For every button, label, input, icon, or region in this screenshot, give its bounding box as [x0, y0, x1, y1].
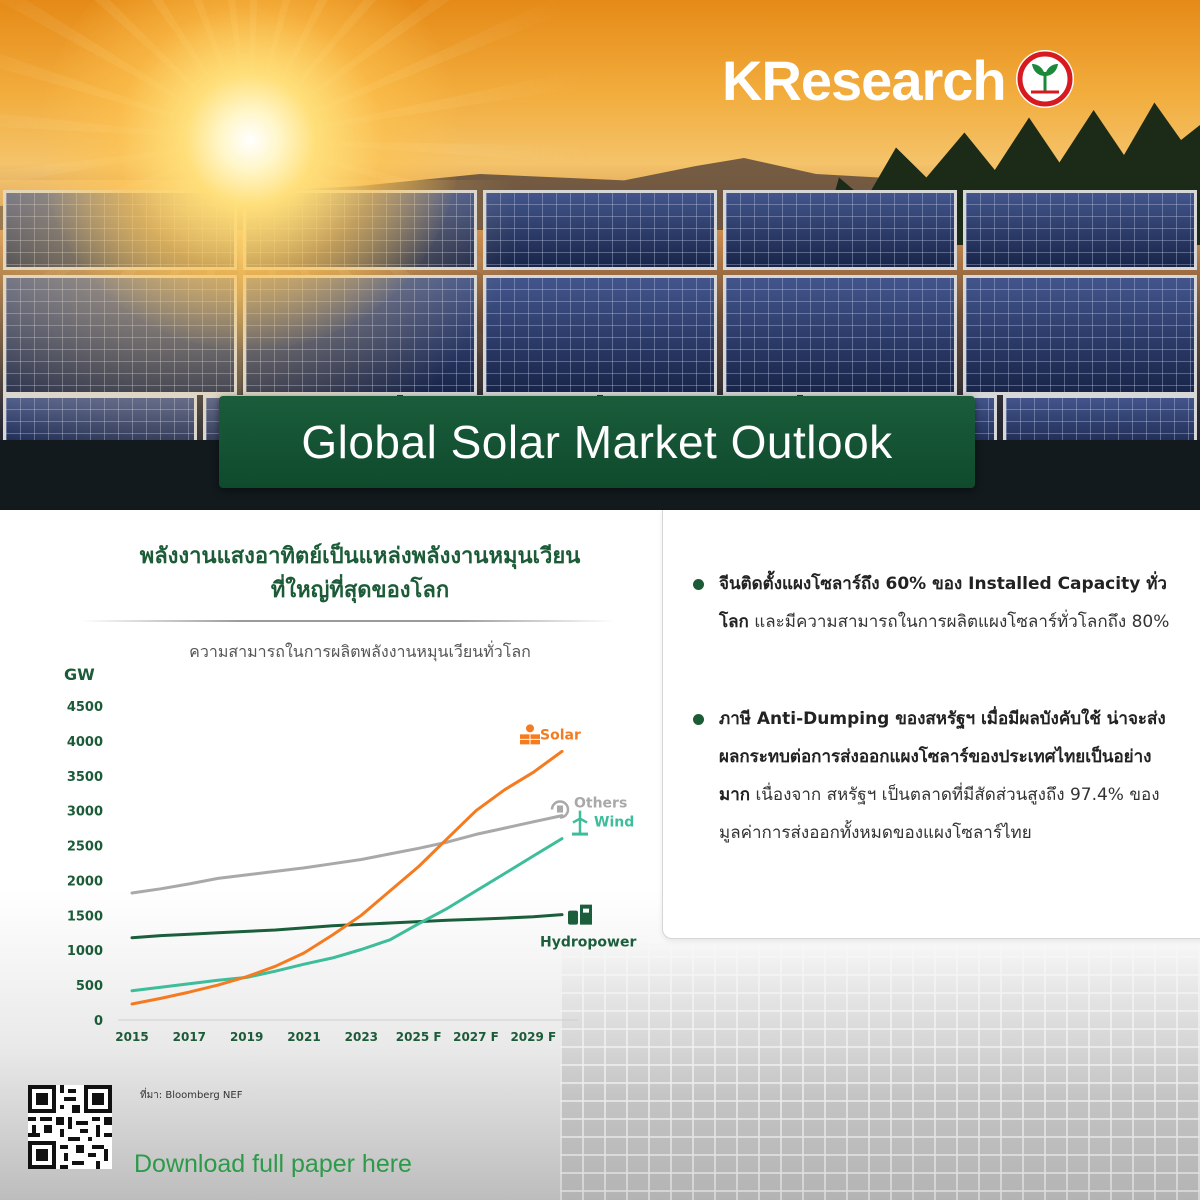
y-tick-label: 2000 [67, 874, 103, 889]
y-tick-label: 1500 [67, 909, 103, 924]
source-note: ที่มา: Bloomberg NEF [140, 1090, 243, 1101]
series-line-solar [130, 749, 564, 1006]
bullet-dot [693, 579, 704, 590]
x-tick-label: 2019 [230, 1030, 263, 1044]
x-tick-label: 2021 [287, 1030, 320, 1044]
series-label-hydropower: Hydropower [540, 935, 636, 951]
bullet-text: เนื่องจาก สหรัฐฯ เป็นตลาดที่มีสัดส่วนสูง… [719, 785, 1160, 843]
y-tick-label: 3500 [67, 770, 103, 785]
key-points-card: จีนติดตั้งแผงโซลาร์ถึง 60% ของ Installed… [662, 510, 1200, 939]
logo-text: KResearch [722, 49, 1007, 112]
hero-banner [0, 0, 1200, 510]
y-tick-label: 2500 [67, 840, 103, 855]
sun [40, 0, 460, 350]
background-solar-panels [560, 940, 1200, 1200]
y-tick-label: 1000 [67, 944, 103, 959]
x-tick-label: 2027 F [453, 1030, 499, 1044]
y-tick-label: 4000 [67, 735, 103, 750]
bullet-bold-text: ภาษี Anti-Dumping ของสหรัฐฯ เมื่อมีผลบัง… [719, 709, 1166, 805]
bullet-point: ภาษี Anti-Dumping ของสหรัฐฯ เมื่อมีผลบัง… [693, 700, 1173, 852]
recycle-plug-icon [550, 800, 570, 819]
chart-heading: พลังงานแสงอาทิตย์เป็นแหล่งพลังงานหมุนเวี… [60, 540, 660, 608]
x-tick-label: 2015 [115, 1030, 148, 1044]
y-axis-unit-label: GW [64, 665, 95, 684]
series-line-others [130, 814, 564, 895]
y-tick-label: 3000 [67, 805, 103, 820]
renewable-capacity-line-chart: GW 0 500 1000 1500 2000 2500 3000 3500 4000 4500 20… [64, 665, 636, 1044]
kresearch-logo: KResearch [722, 48, 1076, 114]
x-tick-label: 2029 F [510, 1030, 556, 1044]
kbank-leaf-icon [1014, 48, 1076, 114]
series-line-wind [130, 837, 564, 993]
title-banner: Global Solar Market Outlook [219, 396, 975, 488]
series-label-solar: Solar [540, 727, 581, 743]
series-label-others: Others [574, 796, 627, 812]
hydro-plant-icon [568, 904, 592, 925]
solar-panel-icon [520, 724, 540, 745]
series-label-wind: Wind [594, 815, 634, 831]
divider [80, 620, 615, 622]
bullet-dot [693, 714, 704, 725]
bullet-point: จีนติดตั้งแผงโซลาร์ถึง 60% ของ Installed… [693, 565, 1173, 641]
x-tick-label: 2025 F [396, 1030, 442, 1044]
qr-code[interactable] [28, 1085, 112, 1169]
chart-heading-line-2: ที่ใหญ่ที่สุดของโลก [270, 578, 450, 603]
y-tick-label: 500 [76, 979, 103, 994]
bullet-text: และมีความสามารถในการผลิตแผงโซลาร์ทั่วโลก… [748, 612, 1170, 632]
y-tick-label: 0 [94, 1014, 103, 1029]
page-title: Global Solar Market Outlook [301, 416, 893, 468]
x-tick-label: 2017 [173, 1030, 206, 1044]
bullet-bold-text: จีนติดตั้งแผงโซลาร์ถึง 60% ของ Installed… [719, 574, 1167, 632]
wind-turbine-icon [572, 810, 588, 836]
x-tick-label: 2023 [345, 1030, 378, 1044]
download-link[interactable]: Download full paper here [134, 1150, 412, 1178]
chart-heading-line-1: พลังงานแสงอาทิตย์เป็นแหล่งพลังงานหมุนเวี… [139, 544, 581, 569]
chart-title: ความสามารถในการผลิตพลังงานหมุนเวียนทั่วโ… [189, 642, 531, 661]
y-tick-label: 4500 [67, 700, 103, 715]
